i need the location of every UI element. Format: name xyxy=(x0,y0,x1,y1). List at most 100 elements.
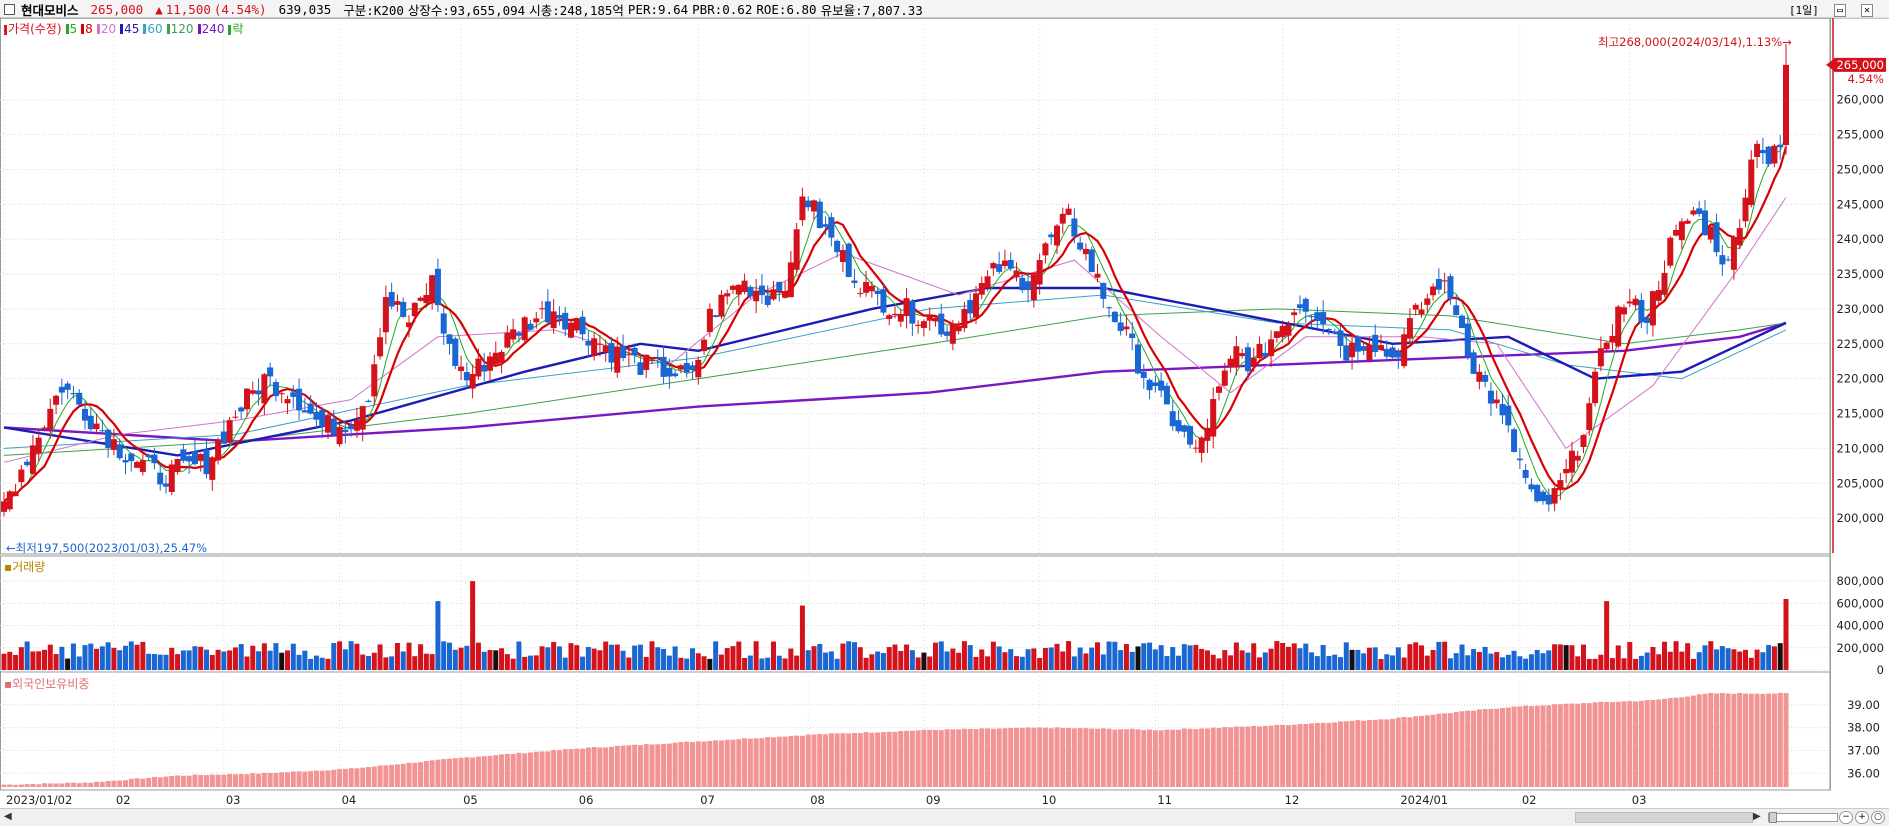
stock-name[interactable]: 현대모비스 xyxy=(21,2,79,18)
candle-body xyxy=(1441,280,1448,282)
candle-body xyxy=(1268,339,1275,357)
volume-bar xyxy=(1783,598,1789,670)
candle-body xyxy=(1059,213,1066,224)
foreign-bar xyxy=(1546,705,1552,787)
chart-select-checkbox[interactable] xyxy=(4,3,15,15)
x-tick-label: 12 xyxy=(1285,793,1300,807)
horizontal-scrollbar[interactable]: ◀ ▶ − + ○ xyxy=(0,808,1889,826)
volume-bar xyxy=(1517,656,1523,670)
zoom-in-icon[interactable]: + xyxy=(1855,811,1869,824)
volume-bar xyxy=(1332,654,1338,670)
zoom-slider[interactable] xyxy=(1768,812,1838,823)
candle-body xyxy=(82,408,88,421)
volume-bar xyxy=(817,643,823,670)
candle-body xyxy=(1169,411,1176,427)
foreign-bar xyxy=(447,758,452,787)
foreign-bar xyxy=(944,729,950,787)
volume-bar xyxy=(366,655,371,670)
foreign-bar xyxy=(1557,704,1563,787)
candle-body xyxy=(1638,300,1645,323)
scroll-right-icon[interactable]: ▶ xyxy=(1753,811,1761,822)
candle-body xyxy=(1117,322,1124,331)
foreign-bar xyxy=(1193,729,1199,787)
candle-body xyxy=(1204,427,1211,441)
foreign-bar xyxy=(1436,713,1442,787)
foreign-bar xyxy=(1476,709,1482,787)
foreign-bar xyxy=(1471,710,1477,787)
volume-bar xyxy=(1204,650,1210,670)
legend-ma240[interactable]: 240 xyxy=(197,22,224,36)
period-selector[interactable]: [1일] xyxy=(1788,4,1819,17)
foreign-bar xyxy=(1216,727,1222,787)
volume-bar xyxy=(799,605,805,670)
volume-bar xyxy=(1754,649,1760,670)
candle-body xyxy=(1476,371,1483,382)
volume-bar xyxy=(1320,645,1326,670)
foreign-bar xyxy=(499,754,505,787)
volume-bar xyxy=(678,657,684,670)
foreign-panel-label: ▪외국인보유비중 xyxy=(4,677,90,691)
foreign-bar xyxy=(1338,721,1343,787)
volume-bar xyxy=(562,657,568,670)
restore-button[interactable]: ▭ xyxy=(1833,3,1846,17)
zoom-out-icon[interactable]: − xyxy=(1839,811,1853,824)
chart-canvas[interactable]: 200,000 205,000 210,000 215,000 220,000 225,0… xyxy=(0,0,1889,808)
foreign-bar xyxy=(1771,693,1777,787)
volume-bar xyxy=(1673,641,1679,670)
volume-bar xyxy=(1650,646,1656,670)
legend-ma20[interactable]: 20 xyxy=(96,22,116,36)
foreign-bar xyxy=(973,729,979,787)
scroll-thumb[interactable] xyxy=(1575,812,1753,823)
foreign-bar xyxy=(1482,709,1488,787)
foreign-bar xyxy=(1025,727,1031,787)
legend-ma8[interactable]: 8 xyxy=(81,22,93,36)
candle-body xyxy=(1568,450,1575,473)
volume-bar xyxy=(961,641,967,670)
legend-price[interactable]: 가격(수정) xyxy=(4,20,62,37)
volume-bar xyxy=(927,656,933,670)
foreign-bar xyxy=(1187,728,1193,787)
legend-ma5[interactable]: 5 xyxy=(65,22,77,36)
legend-ma60[interactable]: 60 xyxy=(143,22,163,36)
candle-body xyxy=(1406,318,1413,339)
legend-ex-rights[interactable]: 락 xyxy=(228,20,244,37)
zoom-slider-knob[interactable] xyxy=(1769,812,1777,823)
foreign-bar xyxy=(325,770,331,787)
candle-body xyxy=(1435,278,1442,290)
close-button[interactable]: ✕ xyxy=(1860,3,1873,17)
volume-bar xyxy=(724,648,730,670)
legend-ma45[interactable]: 45 xyxy=(120,22,139,36)
current-price: 265,000 xyxy=(90,1,144,17)
volume-bar xyxy=(950,648,956,670)
candle-body xyxy=(504,332,511,348)
foreign-bar xyxy=(1303,723,1309,787)
foreign-bar xyxy=(1534,705,1540,787)
foreign-bar xyxy=(285,772,290,787)
candle-body xyxy=(1777,144,1784,148)
reserve-ratio: 유보율:7,807.33 xyxy=(820,2,923,18)
foreign-bar xyxy=(1401,716,1407,787)
volume-bar xyxy=(1100,654,1106,670)
foreign-bar xyxy=(1650,699,1656,787)
volume-panel-label: ▪거래량 xyxy=(4,560,46,574)
candle-body xyxy=(377,337,384,357)
volume-bar xyxy=(36,651,42,670)
foreign-bar xyxy=(18,784,24,787)
foreign-bar xyxy=(921,729,927,787)
scroll-left-icon[interactable]: ◀ xyxy=(4,811,12,822)
foreign-bar xyxy=(852,733,857,787)
foreign-bar xyxy=(180,775,186,787)
foreign-bar xyxy=(1222,727,1228,787)
candle-body xyxy=(244,388,250,410)
volume-bar xyxy=(325,658,331,670)
volume-bar xyxy=(499,648,505,670)
volume-bar xyxy=(1019,656,1025,670)
zoom-reset-icon[interactable]: ○ xyxy=(1871,811,1885,824)
foreign-bar xyxy=(713,740,719,787)
candle-body xyxy=(1482,375,1489,382)
candle-body xyxy=(712,315,719,317)
volume-bar xyxy=(1257,657,1262,670)
candle-body xyxy=(816,201,823,229)
candle-body xyxy=(1771,145,1778,164)
legend-ma120[interactable]: 120 xyxy=(166,22,194,36)
